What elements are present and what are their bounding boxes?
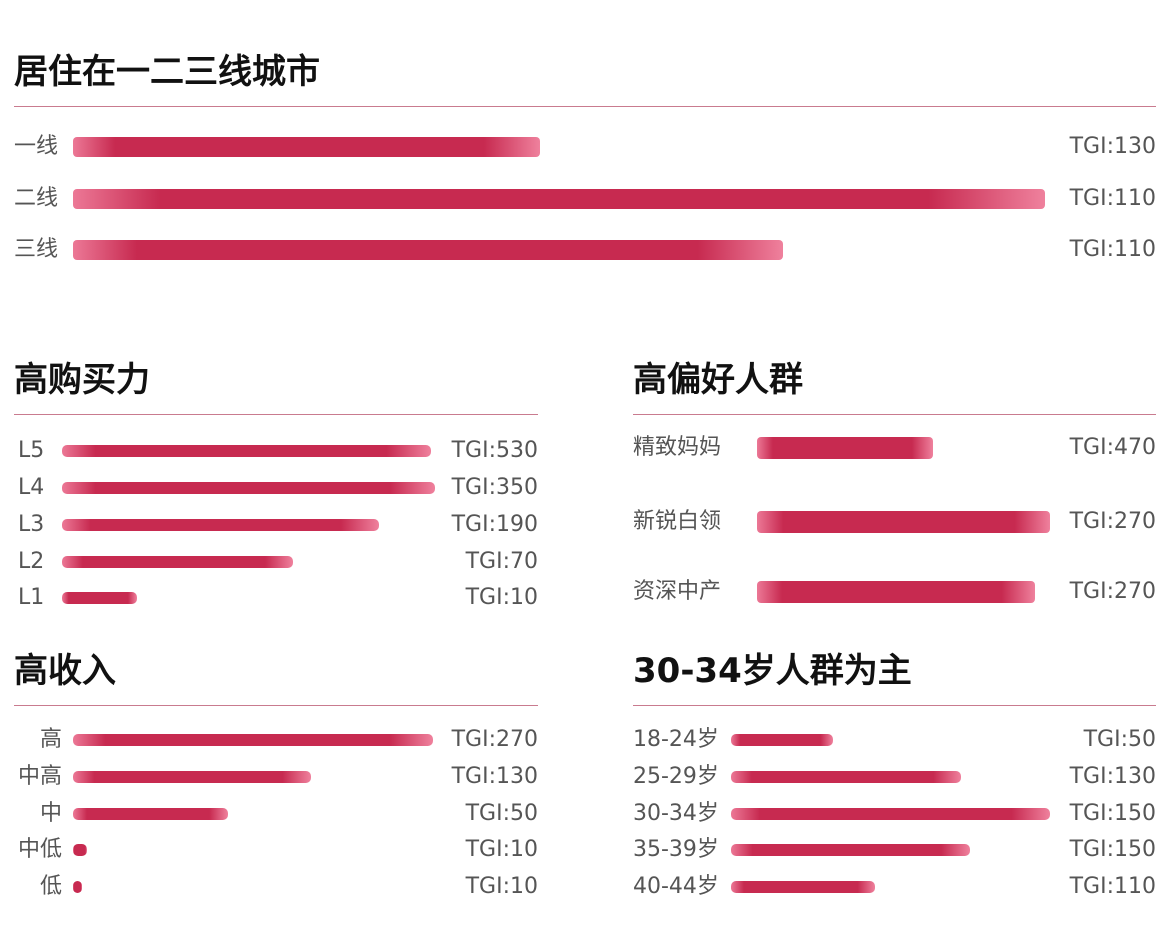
bar-mark — [73, 881, 82, 893]
bar-mark — [73, 844, 88, 856]
category-label: 中高 — [17, 764, 62, 789]
city-tier-divider — [14, 106, 1156, 107]
category-label: L5 — [18, 438, 45, 463]
category-label: 精致妈妈 — [633, 435, 722, 460]
tgi-value-label: TGI:270 — [1069, 509, 1156, 534]
tgi-value-label: TGI:190 — [451, 512, 538, 537]
category-label: 25-29岁 — [633, 764, 719, 789]
category-label: L4 — [18, 475, 45, 500]
category-label: 中 — [39, 801, 62, 826]
bar-mark — [62, 482, 435, 494]
purchasing-power-divider — [14, 414, 538, 415]
tgi-value-label: TGI:110 — [1069, 186, 1156, 211]
category-label: L3 — [18, 512, 45, 537]
preference-crowd-divider — [633, 414, 1156, 415]
bar-mark — [731, 808, 1050, 820]
category-label: 30-34岁 — [633, 801, 719, 826]
age-group-panel: 30-34岁人群为主 18-24岁 TGI:50 25-29岁 TGI:130 30-34… — [633, 651, 1156, 911]
bar-mark — [731, 771, 961, 783]
tgi-value-label: TGI:10 — [465, 585, 538, 610]
bar-mark — [73, 189, 1045, 209]
bar-mark — [62, 556, 294, 568]
bar-row: 一线 TGI:130 — [14, 130, 1156, 164]
bar-mark — [731, 734, 834, 746]
category-label: 中低 — [17, 837, 62, 862]
city-tier-panel: 居住在一二三线城市一线 TGI:130 二线 TGI:110 三线 TGI:110 — [14, 52, 1156, 312]
bar-mark — [757, 437, 933, 459]
tgi-value-label: TGI:70 — [465, 549, 538, 574]
bar-mark — [62, 445, 432, 457]
bar-row: 18-24岁 TGI:50 — [633, 723, 1156, 757]
bar-mark — [757, 581, 1036, 603]
category-label: 18-24岁 — [633, 727, 719, 752]
tgi-value-label: TGI:110 — [1069, 874, 1156, 899]
bar-row: 35-39岁 TGI:150 — [633, 833, 1156, 867]
tgi-value-label: TGI:50 — [465, 801, 538, 826]
bar-row: L2 TGI:70 — [14, 545, 538, 579]
tgi-value-label: TGI:270 — [1069, 579, 1156, 604]
tgi-value-label: TGI:470 — [1069, 435, 1156, 460]
tgi-value-label: TGI:150 — [1069, 837, 1156, 862]
tgi-value-label: TGI:150 — [1069, 801, 1156, 826]
purchasing-power-panel: 高购买力 L5 TGI:530 L4 TGI:350 L3 TGI:190 L2 TGI:70 L… — [14, 360, 538, 620]
tgi-value-label: TGI:10 — [465, 874, 538, 899]
tgi-value-label: TGI:130 — [1069, 764, 1156, 789]
tgi-value-label: TGI:10 — [465, 837, 538, 862]
category-label: 40-44岁 — [633, 874, 719, 899]
income-panel: 高收入高 TGI:270 中高 TGI:130 中 TGI:50 中低 TGI:10 低 TGI:… — [14, 651, 538, 911]
bar-mark — [73, 240, 783, 260]
bar-row: 25-29岁 TGI:130 — [633, 760, 1156, 794]
tgi-value-label: TGI:130 — [451, 764, 538, 789]
bar-row: 三线 TGI:110 — [14, 233, 1156, 267]
bar-row: 低 TGI:10 — [14, 870, 538, 904]
bar-mark — [73, 808, 228, 820]
category-label: 低 — [39, 874, 62, 899]
tgi-value-label: TGI:270 — [451, 727, 538, 752]
bar-row: 二线 TGI:110 — [14, 182, 1156, 216]
bar-row: 精致妈妈 TGI:470 — [633, 431, 1156, 465]
purchasing-power-title: 高购买力 — [14, 360, 150, 400]
tgi-value-label: TGI:530 — [451, 438, 538, 463]
age-group-divider — [633, 705, 1156, 706]
bar-row: 高 TGI:270 — [14, 723, 538, 757]
bar-row: L1 TGI:10 — [14, 581, 538, 615]
category-label: 二线 — [14, 186, 59, 211]
category-label: 高 — [39, 727, 62, 752]
category-label: L1 — [18, 585, 45, 610]
bar-mark — [62, 592, 137, 604]
bar-row: 新锐白领 TGI:270 — [633, 505, 1156, 539]
tgi-value-label: TGI:350 — [451, 475, 538, 500]
bar-mark — [73, 137, 540, 157]
bar-mark — [73, 771, 311, 783]
income-title: 高收入 — [14, 651, 116, 691]
bar-mark — [73, 734, 433, 746]
bar-row: 中高 TGI:130 — [14, 760, 538, 794]
preference-crowd-panel: 高偏好人群精致妈妈 TGI:470 新锐白领 TGI:270 资深中产 TGI:270 — [633, 360, 1156, 620]
bar-row: 中 TGI:50 — [14, 797, 538, 831]
bar-mark — [62, 519, 380, 531]
category-label: 资深中产 — [633, 579, 722, 604]
bar-row: 资深中产 TGI:270 — [633, 575, 1156, 609]
bar-row: L3 TGI:190 — [14, 508, 538, 542]
category-label: 三线 — [14, 237, 59, 262]
category-label: 一线 — [14, 134, 59, 159]
category-label: 新锐白领 — [633, 509, 722, 534]
bar-mark — [731, 844, 971, 856]
bar-row: 40-44岁 TGI:110 — [633, 870, 1156, 904]
bar-row: 中低 TGI:10 — [14, 833, 538, 867]
age-group-title: 30-34岁人群为主 — [633, 651, 912, 691]
tgi-value-label: TGI:50 — [1083, 727, 1156, 752]
bar-mark — [757, 511, 1050, 533]
tgi-value-label: TGI:130 — [1069, 134, 1156, 159]
tgi-value-label: TGI:110 — [1069, 237, 1156, 262]
bar-row: 30-34岁 TGI:150 — [633, 797, 1156, 831]
city-tier-title: 居住在一二三线城市 — [14, 52, 320, 92]
bar-mark — [731, 881, 875, 893]
category-label: 35-39岁 — [633, 837, 719, 862]
category-label: L2 — [18, 549, 45, 574]
preference-crowd-title: 高偏好人群 — [633, 360, 803, 400]
income-divider — [14, 705, 538, 706]
bar-row: L5 TGI:530 — [14, 434, 538, 468]
bar-row: L4 TGI:350 — [14, 471, 538, 505]
